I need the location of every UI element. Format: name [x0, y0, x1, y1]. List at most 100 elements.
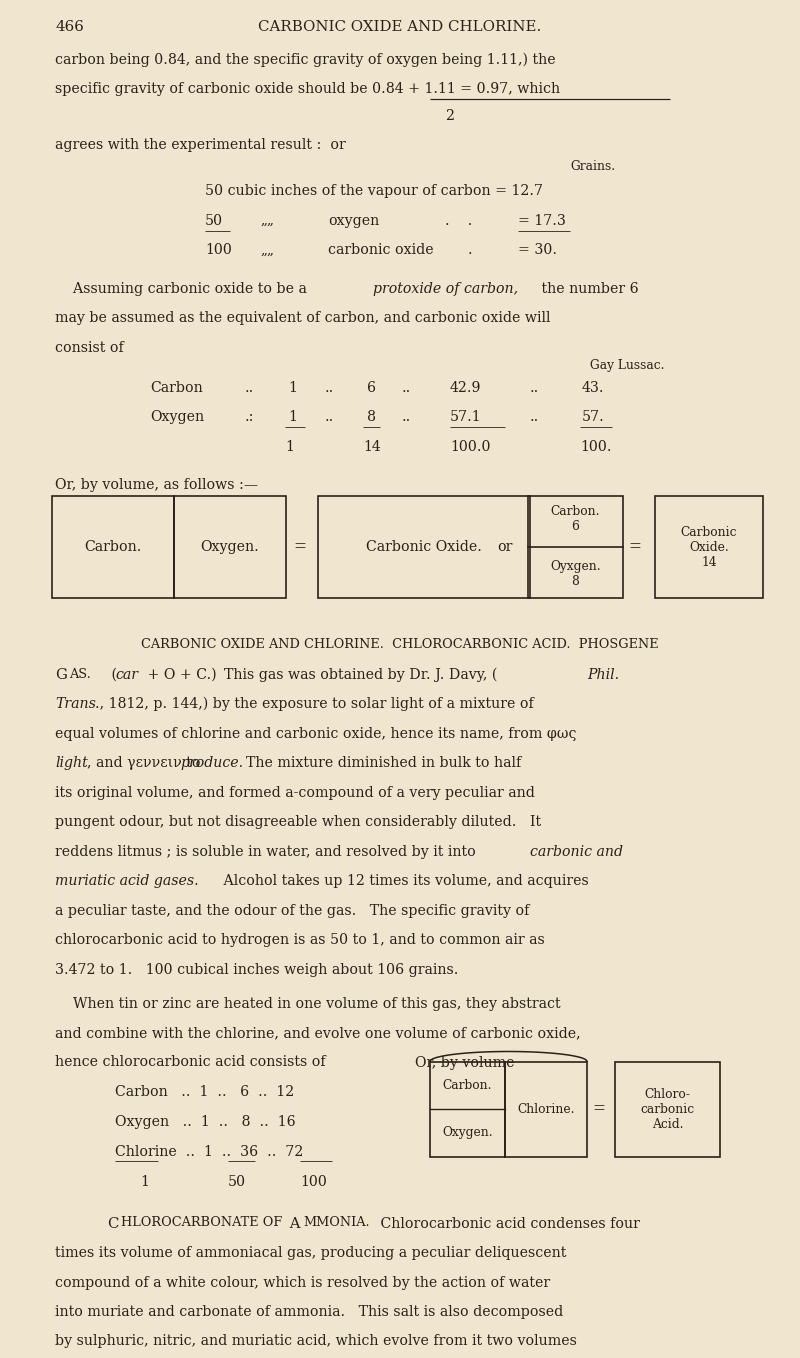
Text: .:: .:	[245, 410, 254, 424]
Text: „„: „„	[260, 215, 274, 227]
Text: 50: 50	[228, 1175, 246, 1188]
Text: oxygen: oxygen	[328, 215, 379, 228]
Text: 50 cubic inches of the vapour of carbon = 12.7: 50 cubic inches of the vapour of carbon …	[205, 185, 543, 198]
Text: carbon being 0.84, and the specific gravity of oxygen being 1.11,) the: carbon being 0.84, and the specific grav…	[55, 53, 556, 68]
Text: Oxygen.: Oxygen.	[442, 1126, 493, 1139]
Text: + O + C.): + O + C.)	[143, 668, 217, 682]
Text: carbonic oxide: carbonic oxide	[328, 243, 434, 258]
Text: 57.: 57.	[582, 410, 605, 424]
Text: Chlorocarbonic acid condenses four: Chlorocarbonic acid condenses four	[367, 1217, 640, 1230]
Text: consist of: consist of	[55, 341, 124, 354]
Text: Carbonic
Oxide.
14: Carbonic Oxide. 14	[681, 526, 738, 569]
Text: 14: 14	[363, 440, 381, 454]
Text: hence chlorocarbonic acid consists of: hence chlorocarbonic acid consists of	[55, 1055, 326, 1070]
Text: Oxygen.: Oxygen.	[201, 540, 259, 554]
Bar	[655, 496, 763, 598]
Text: agrees with the experimental result :  or: agrees with the experimental result : or	[55, 139, 346, 152]
Text: „„: „„	[260, 243, 274, 257]
Text: 466: 466	[55, 20, 84, 34]
Text: compound of a white colour, which is resolved by the action of water: compound of a white colour, which is res…	[55, 1275, 550, 1290]
Text: Phil.: Phil.	[587, 668, 619, 682]
Text: ..: ..	[402, 380, 411, 395]
Bar	[430, 1062, 505, 1157]
Text: MMONIA.: MMONIA.	[303, 1217, 370, 1229]
Text: .    .: . .	[445, 215, 472, 228]
Text: C: C	[107, 1217, 118, 1230]
Text: Chlorine  ..  1  ..  36  ..  72: Chlorine .. 1 .. 36 .. 72	[115, 1145, 303, 1158]
Text: car: car	[115, 668, 138, 682]
Text: 1: 1	[288, 380, 297, 395]
Text: 2: 2	[446, 109, 454, 122]
Text: Oxygen: Oxygen	[150, 410, 204, 424]
Text: its original volume, and formed a‑compound of a very peculiar and: its original volume, and formed a‑compou…	[55, 785, 535, 800]
Text: reddens litmus ; is soluble in water, and resolved by it into: reddens litmus ; is soluble in water, an…	[55, 845, 480, 858]
Text: 100: 100	[205, 243, 232, 258]
Bar	[528, 496, 623, 598]
Text: 50: 50	[205, 215, 223, 228]
Text: CARBONIC OXIDE AND CHLORINE.: CARBONIC OXIDE AND CHLORINE.	[258, 20, 542, 34]
Text: This gas was obtained by Dr. J. Davy, (: This gas was obtained by Dr. J. Davy, (	[215, 668, 498, 682]
Text: ..: ..	[325, 380, 334, 395]
Text: AS.: AS.	[70, 668, 91, 680]
Text: 43.: 43.	[582, 380, 605, 395]
Text: 1: 1	[140, 1175, 149, 1188]
Text: ..: ..	[245, 380, 254, 395]
Text: times its volume of ammoniacal gas, producing a peculiar deliquescent: times its volume of ammoniacal gas, prod…	[55, 1247, 566, 1260]
Text: 100: 100	[300, 1175, 327, 1188]
Text: .: .	[468, 243, 473, 258]
Text: = 30.: = 30.	[518, 243, 557, 258]
Text: Gay Lussac.: Gay Lussac.	[590, 359, 665, 372]
Text: A: A	[285, 1217, 301, 1230]
Text: 42.9: 42.9	[450, 380, 482, 395]
Text: The mixture diminished in bulk to half: The mixture diminished in bulk to half	[237, 756, 522, 770]
Text: may be assumed as the equivalent of carbon, and carbonic oxide will: may be assumed as the equivalent of carb…	[55, 311, 550, 325]
Text: or: or	[498, 540, 513, 554]
Text: Or, by volume, as follows :—: Or, by volume, as follows :—	[55, 478, 258, 492]
Text: light: light	[55, 756, 88, 770]
Text: specific gravity of carbonic oxide should be 0.84 + 1.11 = 0.97, which: specific gravity of carbonic oxide shoul…	[55, 83, 560, 96]
Text: ., 1812, p. 144,) by the exposure to solar light of a mixture of: ., 1812, p. 144,) by the exposure to sol…	[95, 697, 534, 712]
Bar	[174, 496, 286, 598]
Text: Carbon.: Carbon.	[442, 1078, 492, 1092]
Text: ..: ..	[530, 410, 539, 424]
Text: HLOROCARBONATE OF: HLOROCARBONATE OF	[121, 1217, 282, 1229]
Text: = 17.3: = 17.3	[518, 215, 566, 228]
Text: (: (	[107, 668, 117, 682]
Text: by sulphuric, nitric, and muriatic acid, which evolve from it two volumes: by sulphuric, nitric, and muriatic acid,…	[55, 1335, 577, 1348]
Text: Chloro-
carbonic
Acid.: Chloro- carbonic Acid.	[641, 1088, 694, 1130]
Text: =: =	[592, 1100, 605, 1118]
Text: 1: 1	[288, 410, 297, 424]
Bar	[505, 1062, 587, 1157]
Text: 100.: 100.	[580, 440, 611, 454]
Text: 8: 8	[367, 410, 376, 424]
Text: , and γεννειν to: , and γεννειν to	[87, 756, 205, 770]
Text: G: G	[55, 668, 67, 682]
Text: =: =	[293, 539, 306, 555]
Text: produce.: produce.	[180, 756, 243, 770]
Bar	[52, 496, 174, 598]
Text: Carbon: Carbon	[150, 380, 202, 395]
Text: 3.472 to 1.   100 cubical inches weigh about 106 grains.: 3.472 to 1. 100 cubical inches weigh abo…	[55, 963, 458, 976]
Text: into muriate and carbonate of ammonia.   This salt is also decomposed: into muriate and carbonate of ammonia. T…	[55, 1305, 563, 1319]
Text: Carbonic Oxide.: Carbonic Oxide.	[366, 540, 482, 554]
Text: Or, by volume: Or, by volume	[415, 1055, 514, 1070]
Text: 100.0: 100.0	[450, 440, 490, 454]
Text: Grains.: Grains.	[570, 160, 615, 174]
Text: equal volumes of chlorine and carbonic oxide, hence its name, from φως: equal volumes of chlorine and carbonic o…	[55, 727, 577, 740]
Text: Alcohol takes up 12 times its volume, and acquires: Alcohol takes up 12 times its volume, an…	[210, 875, 589, 888]
Text: Oxygen   ..  1  ..   8  ..  16: Oxygen .. 1 .. 8 .. 16	[115, 1115, 296, 1128]
Text: 1: 1	[285, 440, 294, 454]
Text: Carbon.: Carbon.	[84, 540, 142, 554]
Text: ..: ..	[325, 410, 334, 424]
Text: CARBONIC OXIDE AND CHLORINE.  CHLOROCARBONIC ACID.  PHOSGENE: CARBONIC OXIDE AND CHLORINE. CHLOROCARBO…	[141, 638, 659, 650]
Text: a peculiar taste, and the odour of the gas.   The specific gravity of: a peculiar taste, and the odour of the g…	[55, 903, 530, 918]
Bar	[615, 1062, 720, 1157]
Text: Carbon   ..  1  ..   6  ..  12: Carbon .. 1 .. 6 .. 12	[115, 1085, 294, 1100]
Text: muriatic acid gases.: muriatic acid gases.	[55, 875, 198, 888]
Text: Trans: Trans	[55, 697, 96, 712]
Text: ..: ..	[530, 380, 539, 395]
Text: 6: 6	[367, 380, 376, 395]
Text: pungent odour, but not disagreeable when considerably diluted.   It: pungent odour, but not disagreeable when…	[55, 815, 541, 828]
Text: protoxide of carbon,: protoxide of carbon,	[373, 281, 518, 296]
Text: the number 6: the number 6	[537, 281, 638, 296]
